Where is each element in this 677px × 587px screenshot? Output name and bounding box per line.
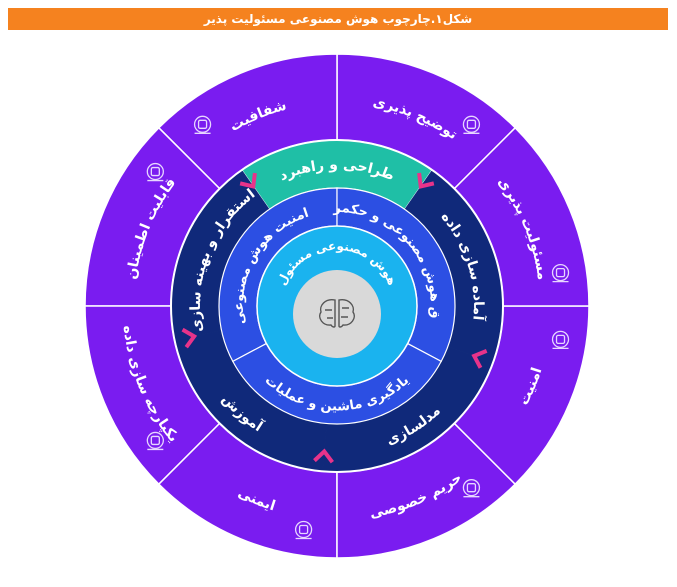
handshake-icon	[193, 115, 212, 134]
shield-check-icon	[551, 330, 570, 350]
badge-icon	[146, 162, 164, 182]
chevron-icon	[181, 327, 198, 349]
network-icon	[294, 520, 313, 540]
ring-divider	[170, 139, 504, 473]
chevron-icon	[471, 349, 488, 369]
chevron-icon	[417, 172, 435, 189]
document-stamp-icon	[462, 115, 481, 134]
brain-icon	[319, 298, 355, 328]
center-circle	[293, 270, 381, 358]
chevron-icon	[313, 448, 334, 464]
data-integration-icon	[146, 431, 164, 451]
chevron-icon	[239, 172, 257, 189]
checklist-icon	[551, 263, 570, 283]
figure-title-bar: شکل۱.چارچوب هوش مصنوعی مسئولیت پذیر	[8, 8, 668, 30]
figure-title: شکل۱.چارچوب هوش مصنوعی مسئولیت پذیر	[203, 12, 473, 26]
privacy-gear-icon	[462, 479, 481, 498]
